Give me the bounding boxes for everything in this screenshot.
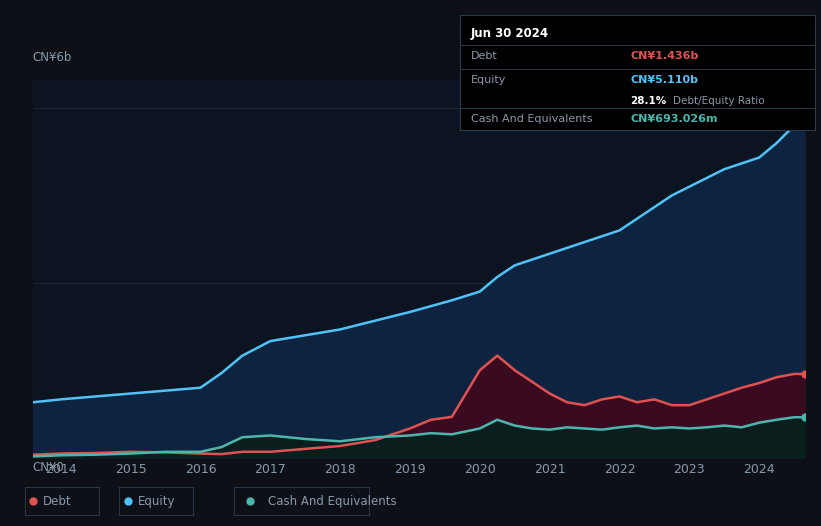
Text: CN¥693.026m: CN¥693.026m <box>631 114 718 124</box>
Text: 28.1%: 28.1% <box>631 96 667 106</box>
Text: CN¥0: CN¥0 <box>33 461 65 474</box>
Text: Debt: Debt <box>470 50 498 60</box>
Text: Cash And Equivalents: Cash And Equivalents <box>268 494 397 508</box>
Text: Equity: Equity <box>138 494 175 508</box>
Text: CN¥5.110b: CN¥5.110b <box>631 75 699 85</box>
Text: CN¥1.436b: CN¥1.436b <box>631 50 699 60</box>
Text: Jun 30 2024: Jun 30 2024 <box>470 26 548 39</box>
Text: Debt: Debt <box>44 494 71 508</box>
Text: Equity: Equity <box>470 75 506 85</box>
Text: CN¥6b: CN¥6b <box>33 50 72 64</box>
Text: Debt/Equity Ratio: Debt/Equity Ratio <box>673 96 764 106</box>
Text: Cash And Equivalents: Cash And Equivalents <box>470 114 592 124</box>
